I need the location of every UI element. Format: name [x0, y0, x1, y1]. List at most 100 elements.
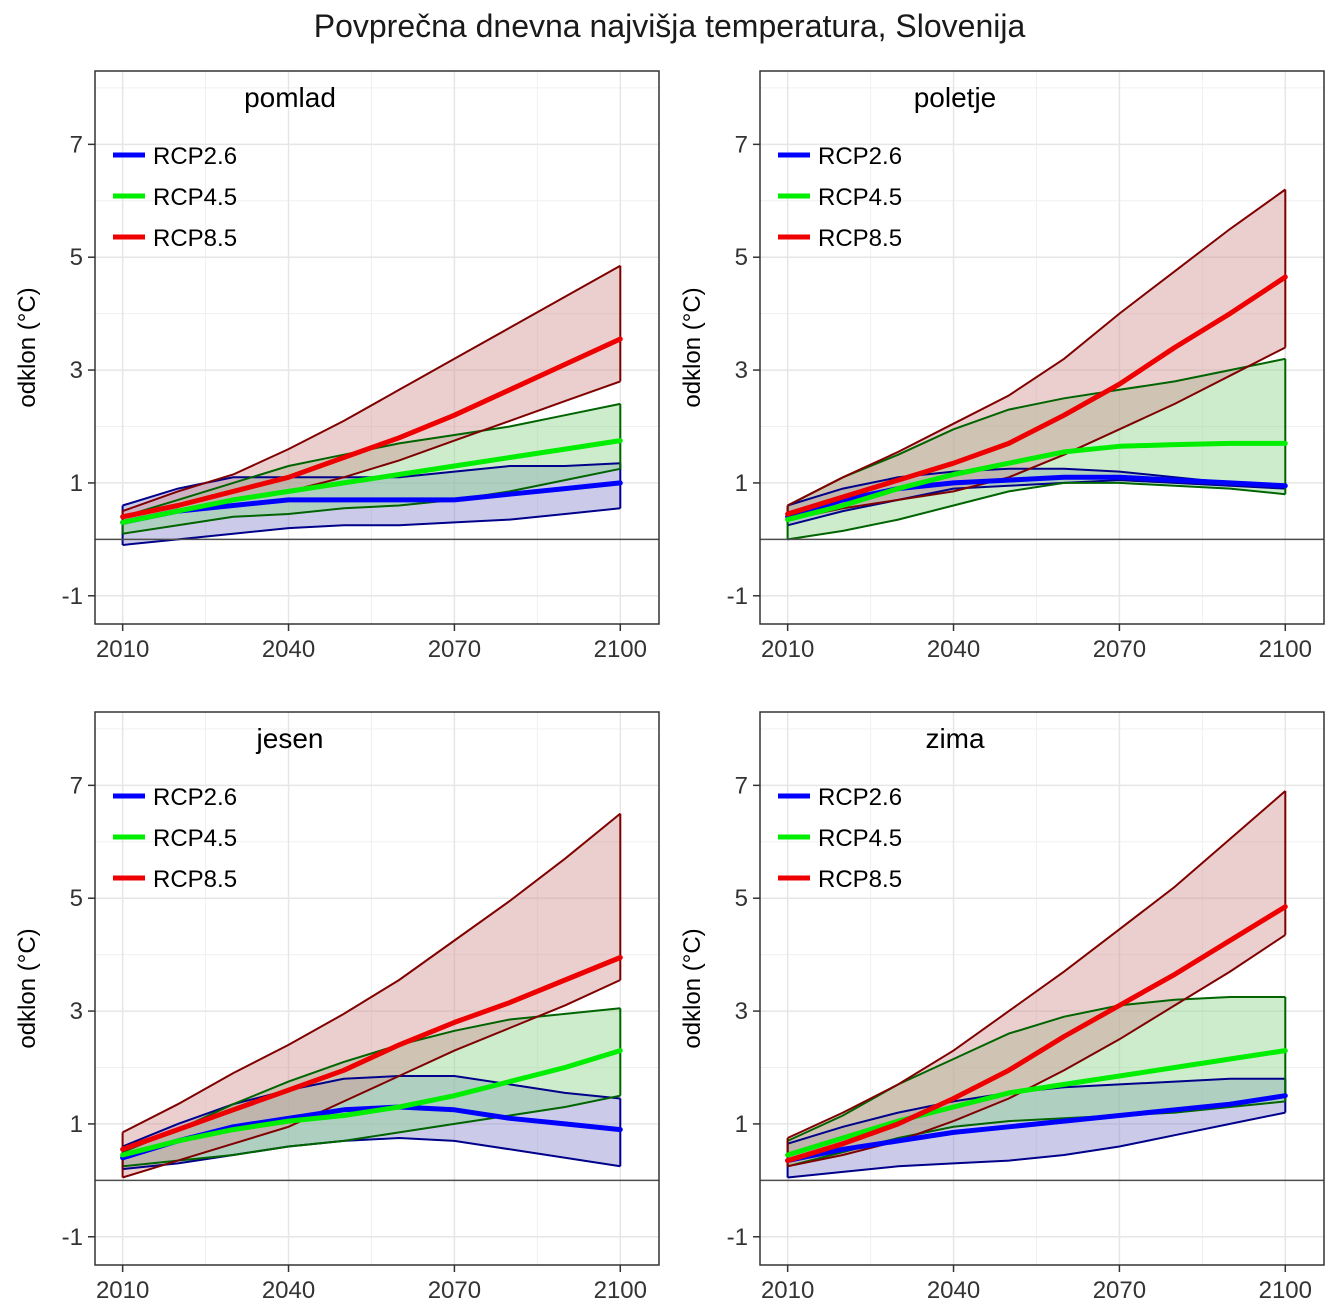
plot-background — [95, 712, 659, 1265]
legend-label-RCP2.6: RCP2.6 — [153, 784, 237, 811]
y-tick-label: 3 — [70, 998, 83, 1025]
y-axis-label: odklon (°C) — [679, 287, 706, 407]
x-tick-label: 2100 — [594, 636, 647, 663]
legend-label-RCP8.5: RCP8.5 — [818, 866, 902, 893]
y-tick-label: -1 — [727, 583, 748, 610]
y-tick-label: 1 — [70, 470, 83, 497]
series-line-RCP4.5 — [785, 1048, 1288, 1158]
x-tick-label: 2010 — [96, 636, 149, 663]
ribbon-upper-RCP8.5 — [122, 264, 621, 513]
ribbon-upper-RCP4.5 — [787, 357, 1286, 507]
panel-title: jesen — [256, 723, 324, 754]
x-tick-label: 2070 — [428, 1277, 481, 1300]
legend-label-RCP4.5: RCP4.5 — [818, 825, 902, 852]
ribbon-lower-RCP8.5 — [122, 979, 621, 1179]
ribbon-lower-RCP2.6 — [787, 1111, 1286, 1179]
ribbon-lower-RCP2.6 — [787, 479, 1286, 527]
panel-border — [759, 711, 1325, 1266]
panel-jesen: 2010 2040 2070 2100 -1 1 3 5 7 odklon (°C) jesen RC… — [14, 711, 660, 1300]
ribbon-upper-RCP8.5 — [122, 812, 621, 1134]
x-tick-label: 2070 — [1093, 636, 1146, 663]
x-tick-label: 2070 — [1093, 1277, 1146, 1300]
y-tick-label: 1 — [735, 470, 748, 497]
legend-label-RCP4.5: RCP4.5 — [153, 184, 237, 211]
ribbon-lower-RCP2.6 — [122, 1136, 621, 1171]
legend-label-RCP2.6: RCP2.6 — [818, 143, 902, 170]
ribbon-upper-RCP2.6 — [122, 1075, 621, 1148]
plot-background — [95, 71, 659, 624]
y-tick-label: 3 — [735, 357, 748, 384]
series-line-RCP2.6 — [785, 1093, 1288, 1164]
ribbon-RCP2.6 — [122, 463, 621, 545]
y-axis-label: odklon (°C) — [679, 928, 706, 1048]
x-tick-label: 2100 — [1259, 1277, 1312, 1300]
x-tick-label: 2100 — [1259, 636, 1312, 663]
legend-label-RCP2.6: RCP2.6 — [818, 784, 902, 811]
panel-border — [94, 711, 660, 1266]
series-line-RCP8.5 — [120, 336, 623, 520]
ribbon-upper-RCP8.5 — [787, 188, 1286, 507]
series-line-RCP4.5 — [120, 1048, 623, 1158]
panel-pomlad: 2010 2040 2070 2100 -1 1 3 5 7 odklon (°C) pomlad R… — [14, 70, 660, 663]
series-line-RCP2.6 — [785, 474, 1288, 520]
y-tick-label: 5 — [70, 885, 83, 912]
y-axis-label: odklon (°C) — [14, 287, 41, 407]
y-tick-label: -1 — [62, 583, 83, 610]
ribbon-RCP2.6 — [122, 1076, 621, 1170]
ribbon-RCP8.5 — [122, 265, 621, 523]
y-tick-label: 7 — [70, 772, 83, 799]
panel-title: pomlad — [244, 82, 336, 113]
figure-title: Povprečna dnevna najvišja temperatura, S… — [313, 8, 1026, 44]
legend-label-RCP4.5: RCP4.5 — [153, 825, 237, 852]
x-tick-label: 2010 — [761, 636, 814, 663]
y-tick-label: 5 — [735, 244, 748, 271]
panel-zima: 2010 2040 2070 2100 -1 1 3 5 7 odklon (°C) zima RCP… — [679, 711, 1325, 1300]
y-tick-label: 1 — [735, 1111, 748, 1138]
x-tick-label: 2100 — [594, 1277, 647, 1300]
series-line-RCP8.5 — [785, 904, 1288, 1164]
y-tick-label: 7 — [735, 131, 748, 158]
y-tick-label: 5 — [735, 885, 748, 912]
ribbon-RCP8.5 — [122, 813, 621, 1178]
legend-label-RCP8.5: RCP8.5 — [818, 225, 902, 252]
x-tick-label: 2010 — [96, 1277, 149, 1300]
panel-title: zima — [925, 723, 985, 754]
x-tick-label: 2040 — [262, 1277, 315, 1300]
x-tick-label: 2010 — [761, 1277, 814, 1300]
panel-border — [759, 70, 1325, 625]
plot-background — [760, 71, 1324, 624]
ribbon-lower-RCP4.5 — [122, 467, 621, 535]
series-line-RCP8.5 — [785, 274, 1288, 517]
ribbon-lower-RCP2.6 — [122, 507, 621, 546]
panel-border — [94, 70, 660, 625]
legend-label-RCP4.5: RCP4.5 — [818, 184, 902, 211]
y-tick-label: -1 — [727, 1224, 748, 1251]
series-line-RCP4.5 — [120, 438, 623, 525]
series-line-RCP4.5 — [785, 440, 1288, 523]
ribbon-upper-RCP4.5 — [787, 996, 1286, 1142]
series-line-RCP2.6 — [120, 480, 623, 525]
ribbon-RCP4.5 — [787, 997, 1286, 1167]
y-tick-label: 7 — [735, 772, 748, 799]
x-tick-label: 2040 — [927, 1277, 980, 1300]
y-tick-label: 3 — [735, 998, 748, 1025]
y-axis-label: odklon (°C) — [14, 928, 41, 1048]
series-line-RCP8.5 — [120, 955, 623, 1152]
ribbon-RCP8.5 — [787, 189, 1286, 520]
y-tick-label: 3 — [70, 357, 83, 384]
y-tick-label: -1 — [62, 1224, 83, 1251]
y-tick-label: 7 — [70, 131, 83, 158]
ribbon-lower-RCP4.5 — [122, 1094, 621, 1168]
ribbon-upper-RCP8.5 — [787, 790, 1286, 1139]
x-tick-label: 2040 — [262, 636, 315, 663]
panel-title: poletje — [914, 82, 997, 113]
ribbon-lower-RCP8.5 — [787, 346, 1286, 521]
legend-label-RCP2.6: RCP2.6 — [153, 143, 237, 170]
y-tick-label: 5 — [70, 244, 83, 271]
y-tick-label: 1 — [70, 1111, 83, 1138]
ribbon-lower-RCP8.5 — [787, 934, 1286, 1168]
panel-poletje: 2010 2040 2070 2100 -1 1 3 5 7 odklon (°C) poletje… — [679, 70, 1325, 663]
legend-label-RCP8.5: RCP8.5 — [153, 225, 237, 252]
legend-label-RCP8.5: RCP8.5 — [153, 866, 237, 893]
